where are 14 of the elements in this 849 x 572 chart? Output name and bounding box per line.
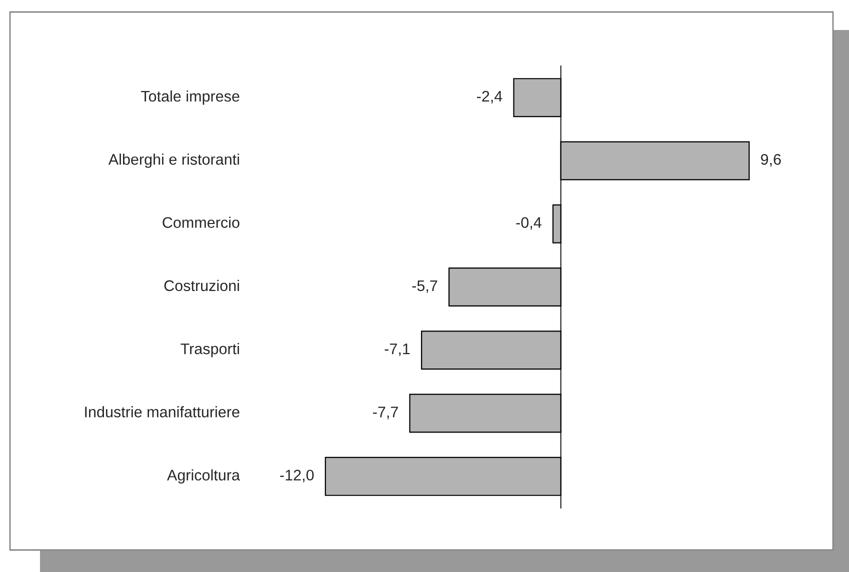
data-label: -7,1 [384,344,410,356]
y-tick-label: Industrie manifatturiere [85,406,240,418]
y-tick-label: Costruzioni [164,280,239,292]
y-tick-label: Agricoltura [167,469,240,484]
y-tick-label: Commercio [162,216,240,228]
y-tick-label: Totale imprese [141,90,240,105]
data-label: -2,4 [476,90,502,104]
y-tick-label: Alberghi e ristoranti [108,154,239,168]
y-tick-label: Trasporti [180,343,239,358]
data-label: -7,7 [373,406,398,420]
data-label: -12,0 [280,470,314,482]
data-label: -5,7 [412,280,438,293]
data-label: 9,6 [760,154,781,167]
data-label: -0,4 [516,217,542,230]
